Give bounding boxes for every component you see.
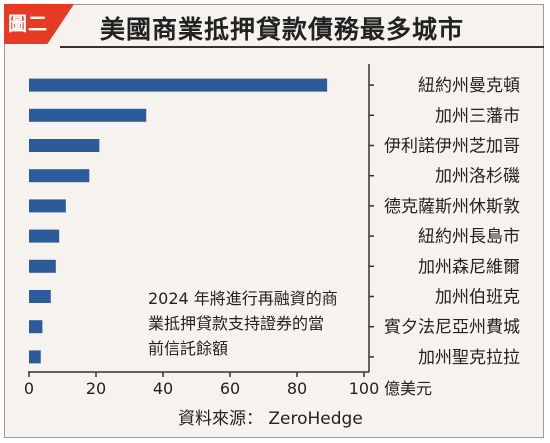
category-label: 加州三藩市 (435, 106, 520, 126)
x-tick-label: 80 (287, 379, 307, 398)
category-label: 加州洛杉磯 (435, 167, 520, 187)
x-tick-label: 20 (86, 379, 106, 398)
annotation-line: 業抵押貸款支持證券的當 (148, 314, 325, 333)
category-label: 加州森尼維爾 (418, 257, 520, 277)
x-tick-label: 60 (220, 379, 240, 398)
annotation-line: 前信託餘額 (148, 339, 229, 358)
bar (29, 108, 147, 122)
category-label: 紐約州曼克頓 (418, 76, 520, 96)
chart-annotation: 2024 年將進行再融資的商 業抵押貸款支持證券的當 前信託餘額 (148, 286, 358, 361)
chart-title: 美國商業抵押貸款債務最多城市 (100, 15, 465, 44)
bar (29, 139, 100, 152)
bar (29, 259, 56, 273)
bar (29, 229, 60, 243)
bar (29, 169, 90, 183)
category-label: 加州聖克拉拉 (418, 348, 520, 368)
bar (29, 78, 328, 92)
bar (29, 320, 43, 334)
figure-tag: 圖二 (4, 4, 74, 44)
title-divider (60, 46, 544, 48)
x-tick-label: 100 (349, 379, 380, 398)
category-label: 德克薩斯州休斯敦 (384, 197, 520, 217)
bar (29, 290, 51, 303)
bar (29, 199, 66, 213)
bar (29, 350, 41, 364)
tick-labels-group: 0 20 40 60 80 100 億美元 (24, 379, 432, 398)
bars-group (29, 78, 328, 364)
category-label: 紐約州長島市 (418, 227, 520, 247)
x-tick-label: 0 (24, 379, 34, 398)
x-tick-label: 40 (153, 379, 173, 398)
category-label: 賓夕法尼亞州費城 (384, 318, 520, 338)
x-axis-unit-label: 億美元 (384, 379, 432, 398)
chart-frame (4, 4, 544, 438)
source-note: 資料來源： ZeroHedge (178, 409, 363, 429)
category-label: 伊利諾伊州芝加哥 (384, 137, 520, 157)
axes-group (28, 64, 374, 377)
annotation-line: 2024 年將進行再融資的商 (148, 289, 338, 308)
category-labels-group: 紐約州曼克頓加州三藩市伊利諾伊州芝加哥加州洛杉磯德克薩斯州休斯敦紐約州長島市加州… (384, 76, 520, 368)
category-label: 加州伯班克 (435, 288, 520, 308)
